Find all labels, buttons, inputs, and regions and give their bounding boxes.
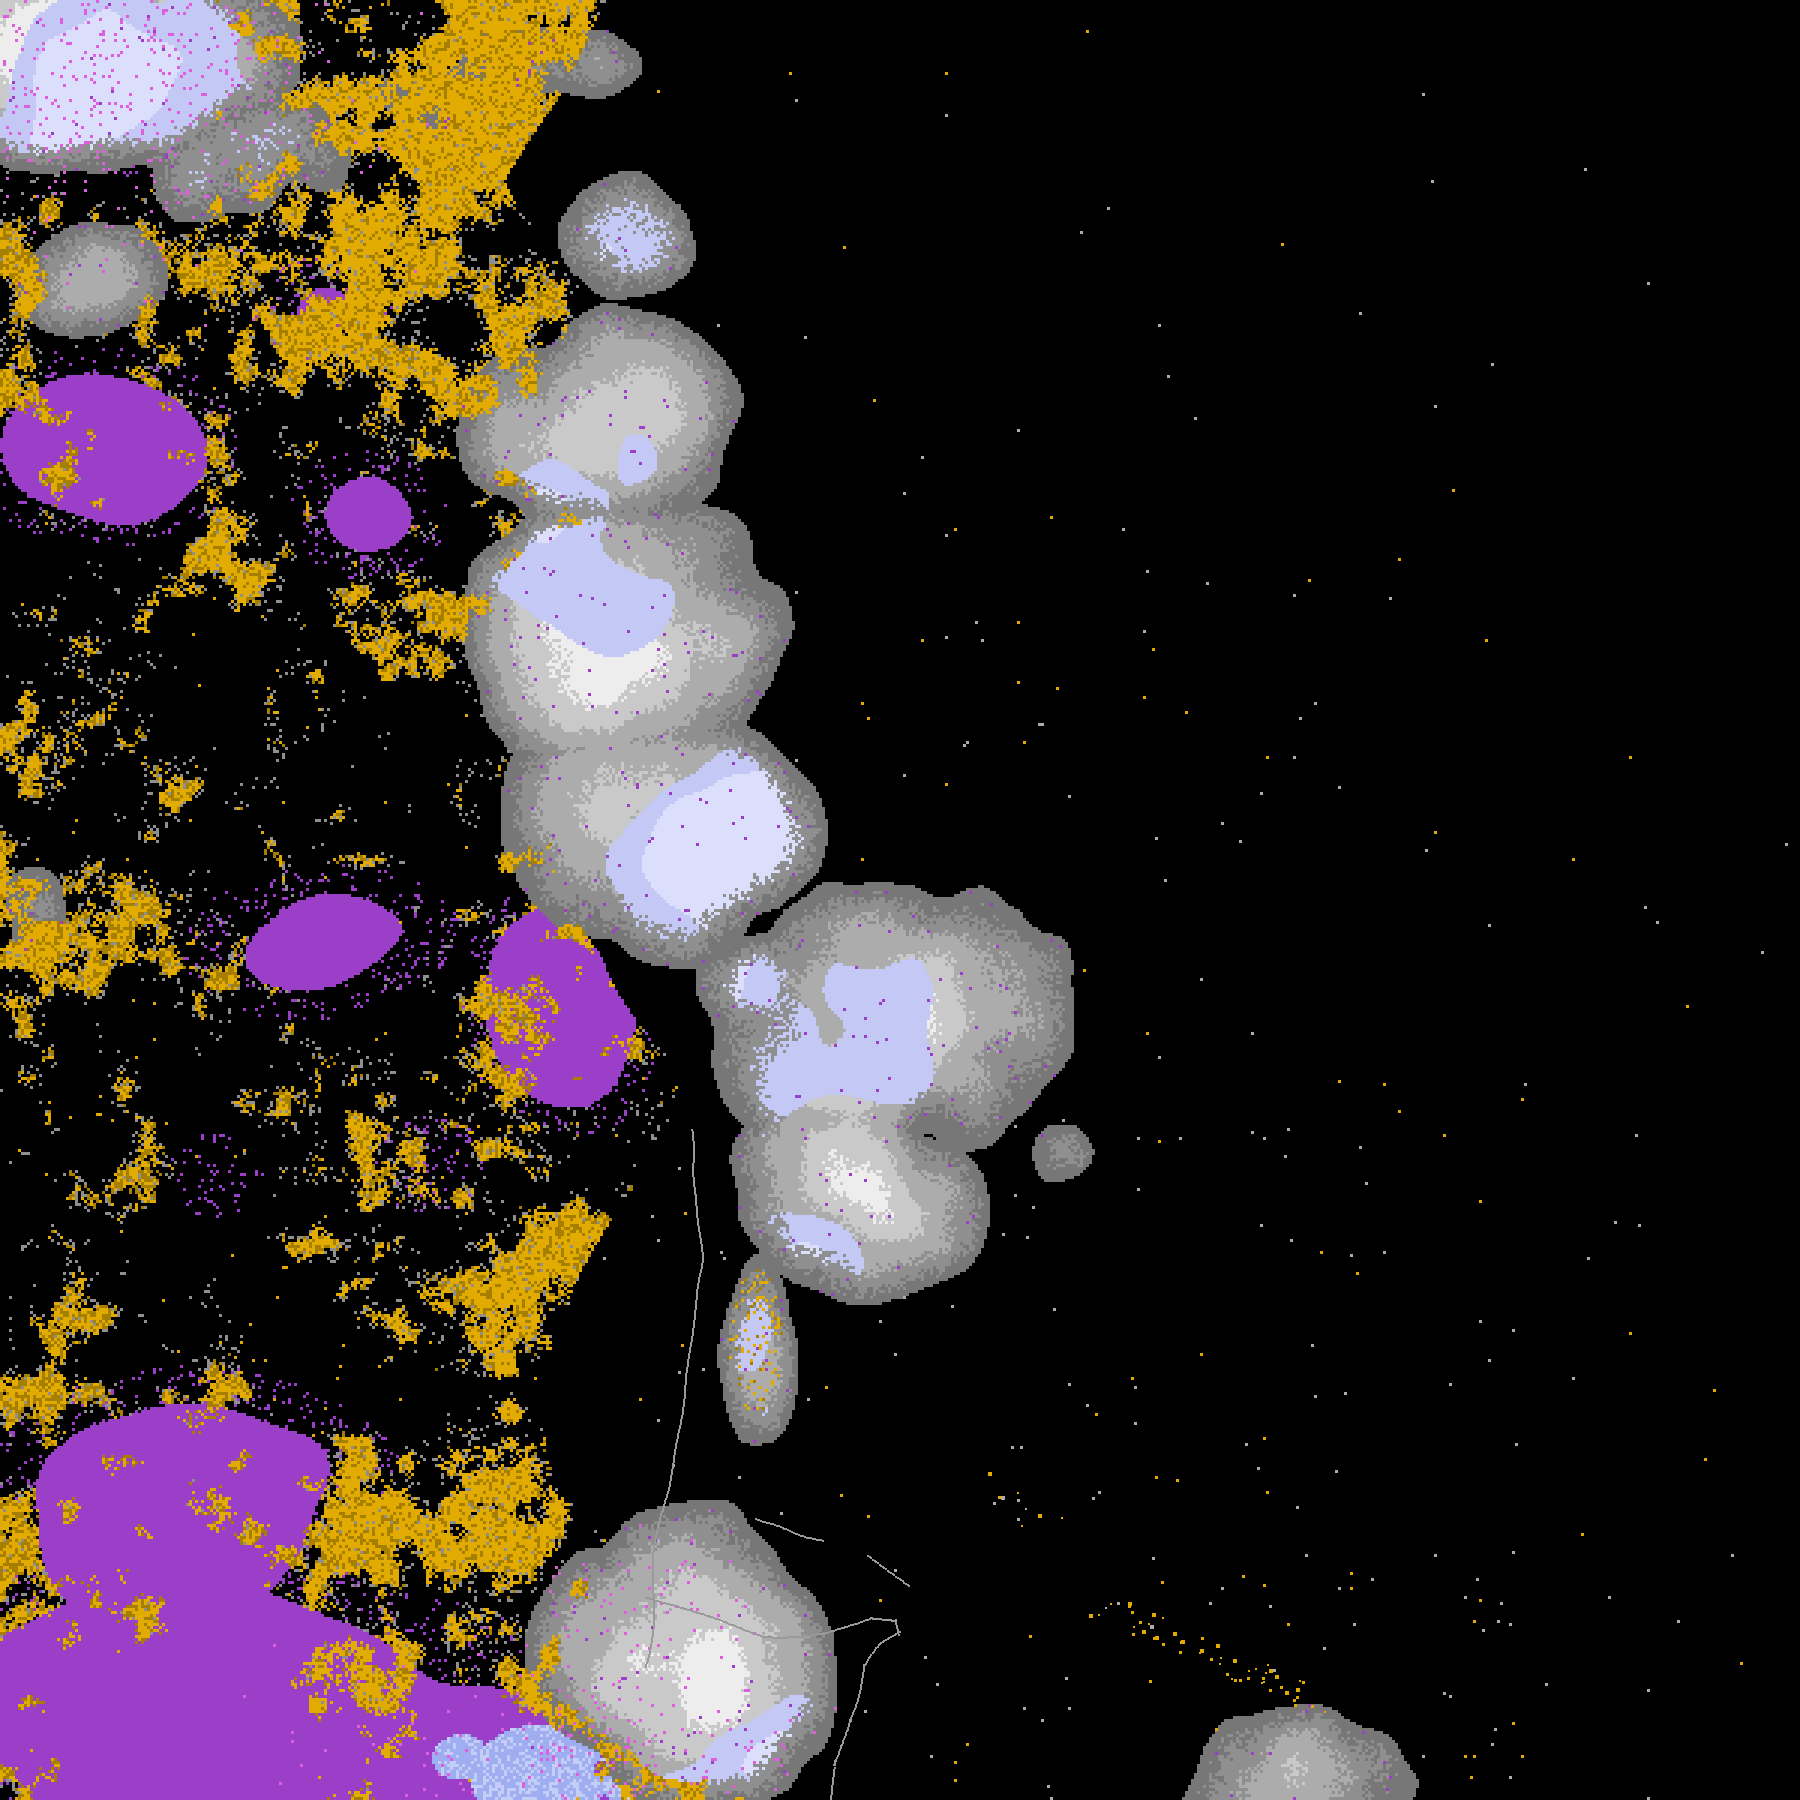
satellite-classification-canvas xyxy=(0,0,1800,1800)
satellite-scene xyxy=(0,0,1800,1800)
